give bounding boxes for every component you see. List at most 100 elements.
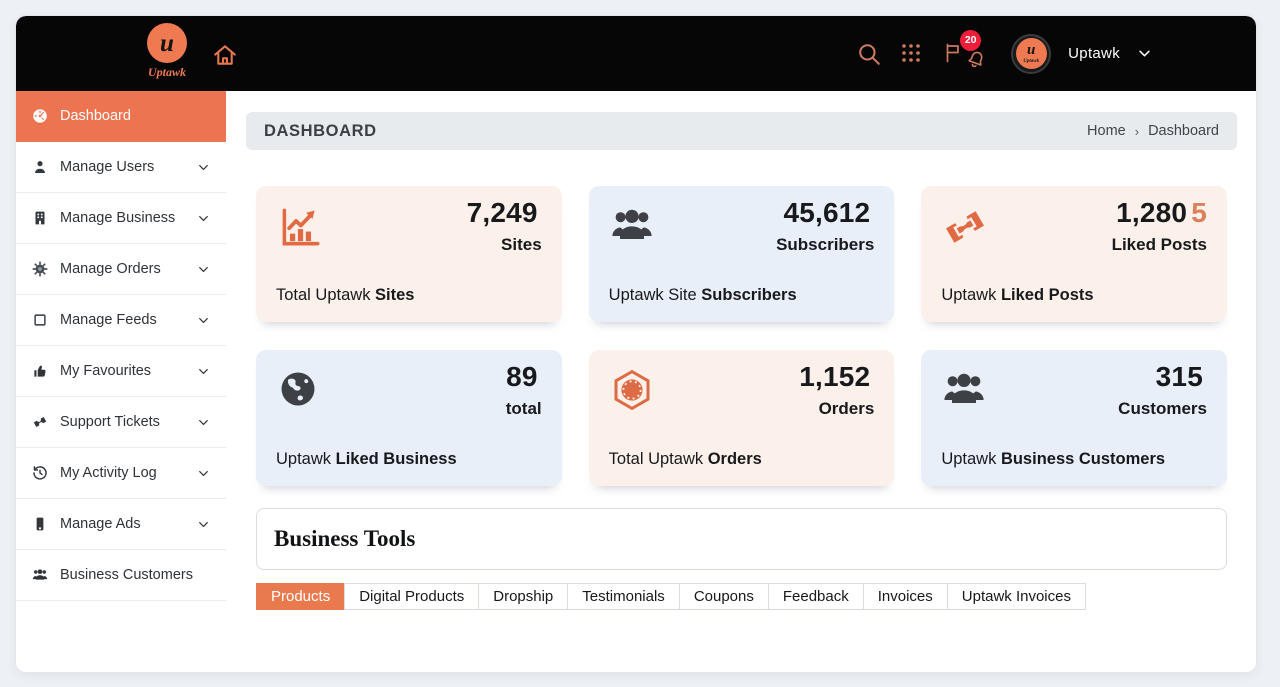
- chevron-down-icon: [197, 263, 210, 276]
- sidebar: Dashboard Manage Users: [16, 91, 226, 672]
- globe-icon: [275, 366, 325, 416]
- sidebar-item-manage-ads[interactable]: Manage Ads: [16, 499, 226, 550]
- sidebar-item-manage-business[interactable]: Manage Business: [16, 193, 226, 244]
- seal-icon: [31, 260, 49, 278]
- stats-cards: 7,249 Sites Total Uptawk Sites 45,612 Su…: [256, 186, 1227, 486]
- stat-unit: total: [505, 399, 542, 418]
- stat-card-liked-business: 89 total Uptawk Liked Business: [256, 350, 562, 486]
- stat-value: 89: [506, 361, 538, 392]
- tab-testimonials[interactable]: Testimonials: [567, 583, 679, 610]
- stat-value: 1,152: [799, 361, 871, 392]
- business-tools-tabs: Products Digital Products Dropship Testi…: [256, 583, 1086, 610]
- avatar[interactable]: u Uptawk: [1011, 33, 1052, 74]
- page-header-bar: DASHBOARD Home › Dashboard: [246, 112, 1237, 150]
- business-tools-panel: Business Tools: [256, 508, 1227, 570]
- mobile-ad-icon: [31, 515, 49, 533]
- sidebar-item-label: My Favourites: [60, 363, 152, 379]
- square-outline-icon: [31, 311, 49, 329]
- stat-unit: Subscribers: [776, 235, 875, 254]
- tab-dropship[interactable]: Dropship: [478, 583, 568, 610]
- users-group-icon: [608, 202, 658, 252]
- main-content: DASHBOARD Home › Dashboard: [226, 91, 1256, 672]
- chevron-down-icon: [197, 161, 210, 174]
- stat-unit: Orders: [818, 399, 875, 418]
- flag-icon[interactable]: [942, 41, 966, 65]
- ticket-icon: [940, 202, 990, 252]
- stat-value: 1,280 5: [1116, 197, 1207, 228]
- sidebar-item-manage-orders[interactable]: Manage Orders: [16, 244, 226, 295]
- tab-products[interactable]: Products: [256, 583, 345, 610]
- stat-card-total-orders: 1,152 Orders Total Uptawk Orders: [588, 350, 895, 486]
- breadcrumb: Home › Dashboard: [1087, 123, 1219, 139]
- sidebar-item-label: Dashboard: [60, 108, 131, 124]
- chevron-down-icon: [197, 365, 210, 378]
- stat-unit: Customers: [1118, 399, 1207, 418]
- sidebar-item-support-tickets[interactable]: Support Tickets: [16, 397, 226, 448]
- sidebar-item-manage-feeds[interactable]: Manage Feeds: [16, 295, 226, 346]
- building-icon: [31, 209, 49, 227]
- stat-value-suffix: 5: [1191, 197, 1207, 228]
- topbar-actions: 20 u Uptawk Uptawk: [856, 16, 1152, 91]
- users-group-icon: [940, 366, 990, 416]
- dashboard-gauge-icon: [31, 107, 49, 125]
- notifications-cluster: 20: [942, 29, 994, 76]
- chevron-down-icon[interactable]: [1137, 46, 1152, 61]
- stat-unit: Liked Posts: [1111, 235, 1207, 254]
- ticket-icon: [31, 413, 49, 431]
- uptawk-logo-icon: u: [147, 23, 187, 63]
- sidebar-item-my-favourites[interactable]: My Favourites: [16, 346, 226, 397]
- sidebar-item-label: Support Tickets: [60, 414, 160, 430]
- stat-card-total-sites: 7,249 Sites Total Uptawk Sites: [256, 186, 562, 322]
- growth-chart-icon: [275, 202, 325, 252]
- chevron-down-icon: [197, 314, 210, 327]
- stat-value: 7,249: [466, 197, 538, 228]
- sidebar-item-label: My Activity Log: [60, 465, 157, 481]
- sidebar-item-label: Manage Orders: [60, 261, 161, 277]
- business-tools-title: Business Tools: [274, 526, 416, 551]
- sidebar-item-label: Manage Ads: [60, 516, 141, 532]
- sidebar-item-business-customers[interactable]: Business Customers: [16, 550, 226, 601]
- user-icon: [31, 158, 49, 176]
- tab-digital-products[interactable]: Digital Products: [344, 583, 479, 610]
- sidebar-item-dashboard[interactable]: Dashboard: [16, 91, 226, 142]
- brand-logo[interactable]: u Uptawk: [130, 23, 204, 80]
- stat-value: 45,612: [783, 197, 871, 228]
- apps-grid-icon[interactable]: [899, 41, 925, 67]
- top-navbar: u Uptawk: [16, 16, 1256, 91]
- logo-caption: Uptawk: [147, 65, 186, 79]
- avatar-logo-icon: u Uptawk: [1015, 38, 1047, 69]
- tab-feedback[interactable]: Feedback: [767, 583, 863, 610]
- breadcrumb-home[interactable]: Home: [1087, 123, 1126, 139]
- breadcrumb-separator-icon: ›: [1134, 123, 1140, 139]
- sidebar-item-my-activity-log[interactable]: My Activity Log: [16, 448, 226, 499]
- stat-label: Uptawk Business Customers: [941, 450, 1166, 468]
- tab-invoices[interactable]: Invoices: [862, 583, 947, 610]
- tab-coupons[interactable]: Coupons: [678, 583, 768, 610]
- notification-badge: 20: [960, 29, 982, 51]
- user-menu-label[interactable]: Uptawk: [1068, 45, 1120, 62]
- hexagon-seal-icon: [608, 366, 658, 416]
- stat-label: Uptawk Site Subscribers: [608, 286, 797, 304]
- sidebar-item-label: Manage Users: [60, 159, 155, 175]
- breadcrumb-current: Dashboard: [1148, 123, 1219, 139]
- stat-card-site-subscribers: 45,612 Subscribers Uptawk Site Subscribe…: [588, 186, 895, 322]
- chevron-down-icon: [197, 467, 210, 480]
- sidebar-item-label: Manage Business: [60, 210, 176, 226]
- stat-card-business-customers: 315 Customers Uptawk Business Customers: [921, 350, 1227, 486]
- chevron-down-icon: [197, 212, 210, 225]
- tab-uptawk-invoices[interactable]: Uptawk Invoices: [946, 583, 1086, 610]
- bell-icon[interactable]: [964, 48, 988, 72]
- sidebar-item-manage-users[interactable]: Manage Users: [16, 142, 226, 193]
- page-title: DASHBOARD: [264, 121, 377, 140]
- stat-label: Total Uptawk Orders: [608, 450, 762, 468]
- stat-label: Uptawk Liked Business: [276, 450, 457, 468]
- chevron-down-icon: [197, 416, 210, 429]
- sidebar-item-label: Business Customers: [60, 567, 193, 583]
- stat-label: Uptawk Liked Posts: [941, 286, 1094, 304]
- home-icon[interactable]: [212, 42, 238, 68]
- search-icon[interactable]: [856, 41, 882, 67]
- thumbs-up-icon: [31, 362, 49, 380]
- stat-unit: Sites: [501, 235, 542, 254]
- history-icon: [31, 464, 49, 482]
- app-window: u Uptawk: [16, 16, 1256, 672]
